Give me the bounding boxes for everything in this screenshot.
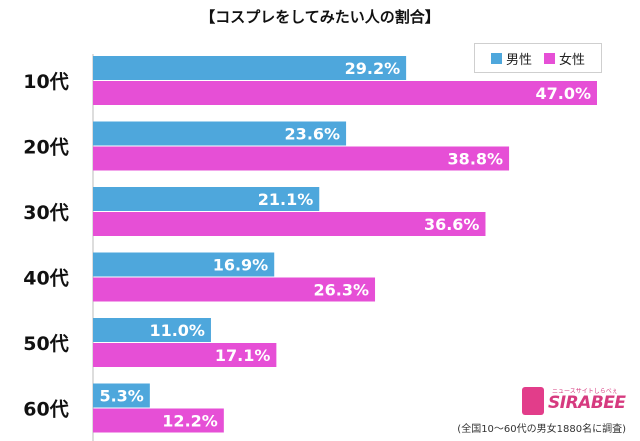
logo-subtext: ニュースサイトしらべぇ bbox=[552, 388, 618, 395]
sirabee-logo: ニュースサイトしらべぇ SIRABEE bbox=[522, 387, 626, 415]
bar-male bbox=[93, 187, 320, 211]
legend-item-male: 男性 bbox=[490, 49, 532, 68]
bar-female bbox=[93, 408, 224, 433]
category-label: 10代 bbox=[23, 71, 68, 93]
category-label: 30代 bbox=[23, 202, 68, 224]
data-label-male: 21.1% bbox=[258, 190, 314, 209]
data-label-female: 26.3% bbox=[314, 281, 370, 300]
category-label: 50代 bbox=[23, 333, 68, 355]
chart-title: 【コスプレをしてみたい人の割合】 bbox=[200, 8, 440, 26]
bar-male bbox=[93, 121, 347, 146]
data-label-female: 17.1% bbox=[215, 346, 271, 365]
bar-female bbox=[93, 212, 486, 236]
bar-male bbox=[93, 383, 150, 408]
chart-legend: 男性 女性 bbox=[474, 43, 602, 73]
legend-item-female: 女性 bbox=[544, 49, 585, 68]
bar-male bbox=[93, 252, 275, 277]
data-label-female: 47.0% bbox=[535, 84, 591, 103]
bar-female bbox=[93, 277, 376, 302]
category-label: 60代 bbox=[23, 399, 68, 421]
data-label-male: 11.0% bbox=[149, 321, 205, 340]
data-label-female: 36.6% bbox=[424, 215, 480, 234]
data-label-female: 38.8% bbox=[448, 150, 504, 169]
legend-swatch-male bbox=[490, 52, 502, 64]
data-label-male: 23.6% bbox=[285, 125, 341, 144]
bar-female bbox=[93, 146, 510, 171]
logo-text: SIRABEE bbox=[548, 393, 626, 413]
bar-male bbox=[93, 318, 211, 342]
category-label: 20代 bbox=[23, 137, 68, 159]
survey-footnote: (全国10〜60代の男女1880名に調査) bbox=[457, 424, 626, 435]
data-label-male: 16.9% bbox=[213, 256, 269, 275]
bar-female bbox=[93, 81, 597, 105]
legend-label-female: 女性 bbox=[559, 52, 586, 68]
data-label-female: 12.2% bbox=[162, 412, 218, 431]
bar-male bbox=[93, 56, 407, 80]
category-label: 40代 bbox=[23, 268, 68, 290]
bar-female bbox=[93, 343, 277, 367]
logo-mark-icon bbox=[522, 387, 544, 415]
legend-label-male: 男性 bbox=[505, 52, 532, 68]
data-label-male: 29.2% bbox=[345, 59, 401, 78]
legend-swatch-female bbox=[544, 52, 555, 64]
data-label-male: 5.3% bbox=[99, 387, 143, 406]
